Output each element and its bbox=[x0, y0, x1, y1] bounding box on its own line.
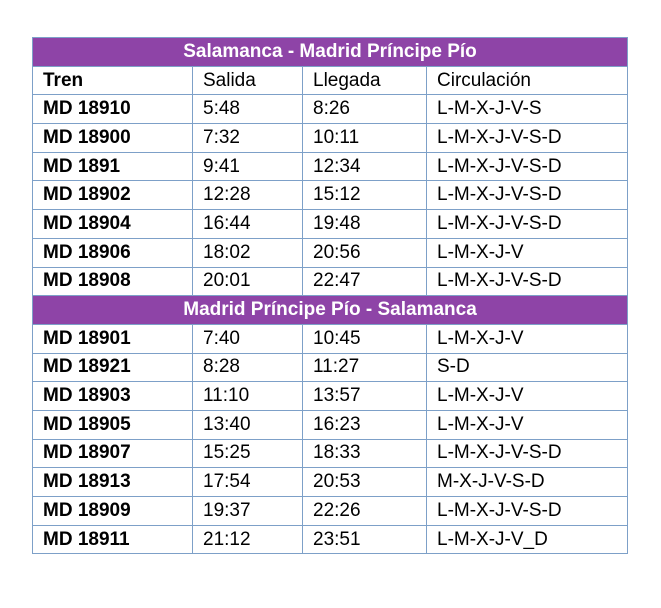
train-id-cell: MD 18905 bbox=[32, 409, 193, 440]
arrival-cell: 11:27 bbox=[302, 352, 427, 383]
days-cell: L-M-X-J-V-S bbox=[425, 94, 629, 125]
train-id-cell: MD 18907 bbox=[32, 438, 193, 469]
arrival-cell: 20:53 bbox=[302, 467, 427, 497]
days-cell: M-X-J-V-S-D bbox=[425, 467, 629, 497]
arrival-cell: 8:26 bbox=[302, 94, 427, 125]
departure-cell: 15:25 bbox=[192, 438, 303, 469]
table-row: MD 18905 13:40 16:23 L-M-X-J-V bbox=[32, 409, 629, 440]
days-cell: L-M-X-J-V-S-D bbox=[425, 151, 629, 182]
days-cell: L-M-X-J-V bbox=[425, 323, 629, 354]
column-header-row: Tren Salida Llegada Circulación bbox=[32, 65, 629, 96]
table-row: MD 18906 18:02 20:56 L-M-X-J-V bbox=[32, 237, 629, 268]
train-id-cell: MD 1891 bbox=[32, 151, 193, 182]
departure-cell: 12:28 bbox=[192, 180, 303, 211]
days-cell: L-M-X-J-V-S-D bbox=[425, 123, 629, 153]
section-title: Salamanca - Madrid Príncipe Pío bbox=[31, 37, 629, 67]
train-id-cell: MD 18908 bbox=[32, 266, 193, 297]
departure-cell: 20:01 bbox=[192, 266, 303, 297]
timetable-body: Salamanca - Madrid Príncipe Pío Tren Salid… bbox=[31, 37, 629, 555]
departure-cell: 17:54 bbox=[192, 467, 303, 497]
column-header-salida: Salida bbox=[192, 65, 303, 96]
days-cell: L-M-X-J-V-S-D bbox=[425, 209, 629, 239]
departure-cell: 21:12 bbox=[192, 524, 303, 555]
table-row: MD 18910 5:48 8:26 L-M-X-J-V-S bbox=[32, 94, 629, 125]
departure-cell: 11:10 bbox=[192, 381, 303, 411]
train-id-cell: MD 18904 bbox=[32, 209, 193, 239]
departure-cell: 13:40 bbox=[192, 409, 303, 440]
table-row: MD 18902 12:28 15:12 L-M-X-J-V-S-D bbox=[32, 180, 629, 211]
days-cell: L-M-X-J-V-S-D bbox=[425, 266, 629, 297]
train-id-cell: MD 18901 bbox=[32, 323, 193, 354]
departure-cell: 5:48 bbox=[192, 94, 303, 125]
arrival-cell: 15:12 bbox=[302, 180, 427, 211]
arrival-cell: 12:34 bbox=[302, 151, 427, 182]
arrival-cell: 13:57 bbox=[302, 381, 427, 411]
arrival-cell: 10:11 bbox=[302, 123, 427, 153]
days-cell: L-M-X-J-V_D bbox=[425, 524, 629, 555]
departure-cell: 8:28 bbox=[192, 352, 303, 383]
days-cell: L-M-X-J-V-S-D bbox=[425, 496, 629, 526]
arrival-cell: 22:47 bbox=[302, 266, 427, 297]
arrival-cell: 23:51 bbox=[302, 524, 427, 555]
train-id-cell: MD 18906 bbox=[32, 237, 193, 268]
train-id-cell: MD 18909 bbox=[32, 496, 193, 526]
table-row: MD 1891 9:41 12:34 L-M-X-J-V-S-D bbox=[32, 151, 629, 182]
departure-cell: 16:44 bbox=[192, 209, 303, 239]
column-header-llegada: Llegada bbox=[302, 65, 427, 96]
table-row: MD 18901 7:40 10:45 L-M-X-J-V bbox=[32, 323, 629, 354]
table-row: MD 18921 8:28 11:27 S-D bbox=[32, 352, 629, 383]
arrival-cell: 16:23 bbox=[302, 409, 427, 440]
arrival-cell: 19:48 bbox=[302, 209, 427, 239]
train-id-cell: MD 18900 bbox=[32, 123, 193, 153]
table-row: MD 18904 16:44 19:48 L-M-X-J-V-S-D bbox=[32, 209, 629, 239]
days-cell: L-M-X-J-V-S-D bbox=[425, 180, 629, 211]
departure-cell: 9:41 bbox=[192, 151, 303, 182]
train-id-cell: MD 18903 bbox=[32, 381, 193, 411]
table-row: MD 18911 21:12 23:51 L-M-X-J-V_D bbox=[32, 524, 629, 555]
days-cell: L-M-X-J-V bbox=[425, 381, 629, 411]
arrival-cell: 18:33 bbox=[302, 438, 427, 469]
train-id-cell: MD 18910 bbox=[32, 94, 193, 125]
arrival-cell: 10:45 bbox=[302, 323, 427, 354]
table-row: MD 18913 17:54 20:53 M-X-J-V-S-D bbox=[32, 467, 629, 497]
train-id-cell: MD 18911 bbox=[32, 524, 193, 555]
train-id-cell: MD 18921 bbox=[32, 352, 193, 383]
section-header-row: Madrid Príncipe Pío - Salamanca bbox=[31, 295, 629, 325]
table-row: MD 18907 15:25 18:33 L-M-X-J-V-S-D bbox=[32, 438, 629, 469]
departure-cell: 7:40 bbox=[192, 323, 303, 354]
column-header-circulacion: Circulación bbox=[425, 65, 629, 96]
days-cell: L-M-X-J-V bbox=[425, 237, 629, 268]
train-id-cell: MD 18913 bbox=[32, 467, 193, 497]
departure-cell: 18:02 bbox=[192, 237, 303, 268]
train-id-cell: MD 18902 bbox=[32, 180, 193, 211]
timetable: Salamanca - Madrid Príncipe Pío Tren Salid… bbox=[31, 37, 629, 555]
arrival-cell: 20:56 bbox=[302, 237, 427, 268]
section-title: Madrid Príncipe Pío - Salamanca bbox=[31, 295, 629, 325]
table-row: MD 18900 7:32 10:11 L-M-X-J-V-S-D bbox=[32, 123, 629, 153]
table-row: MD 18903 11:10 13:57 L-M-X-J-V bbox=[32, 381, 629, 411]
section-header-row: Salamanca - Madrid Príncipe Pío bbox=[31, 37, 629, 67]
days-cell: L-M-X-J-V bbox=[425, 409, 629, 440]
days-cell: L-M-X-J-V-S-D bbox=[425, 438, 629, 469]
table-row: MD 18908 20:01 22:47 L-M-X-J-V-S-D bbox=[32, 266, 629, 297]
arrival-cell: 22:26 bbox=[302, 496, 427, 526]
column-header-tren: Tren bbox=[32, 65, 193, 96]
departure-cell: 7:32 bbox=[192, 123, 303, 153]
departure-cell: 19:37 bbox=[192, 496, 303, 526]
table-row: MD 18909 19:37 22:26 L-M-X-J-V-S-D bbox=[32, 496, 629, 526]
days-cell: S-D bbox=[425, 352, 629, 383]
